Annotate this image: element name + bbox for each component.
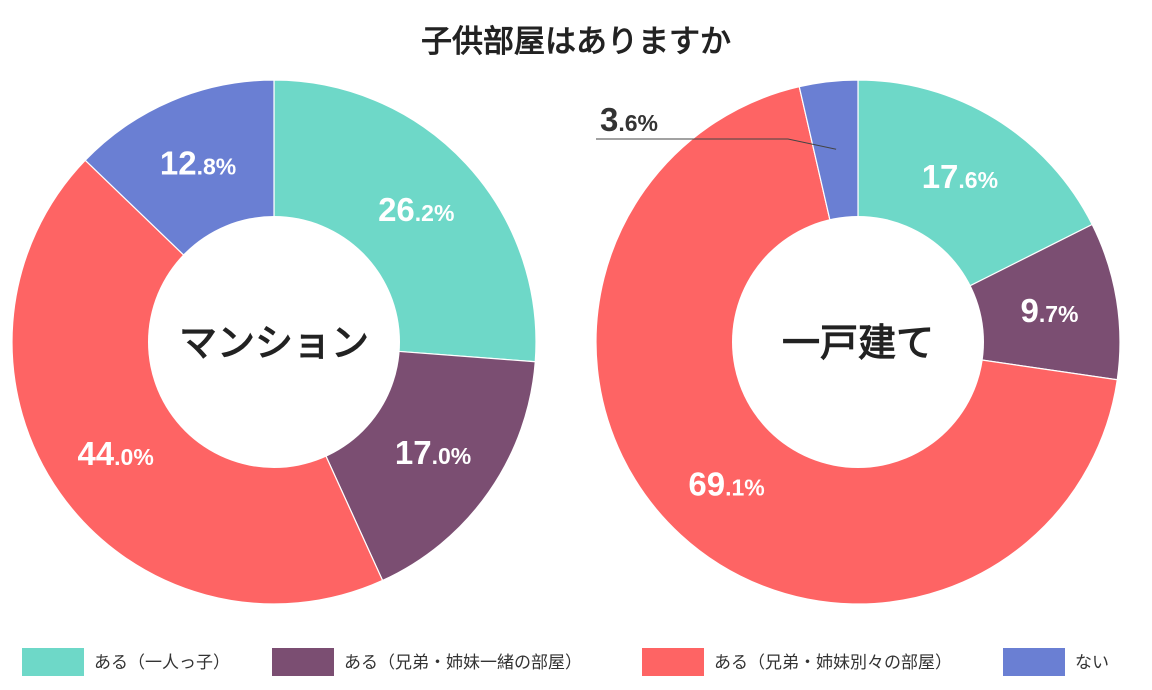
legend-swatch-alone	[22, 648, 84, 676]
donut-hole-house	[732, 216, 984, 468]
legend-item-shared: ある（兄弟・姉妹一緒の部屋）	[272, 648, 582, 676]
center-label-mansion: マンション	[179, 321, 369, 365]
legend-swatch-shared	[272, 648, 334, 676]
donut-hole-mansion	[148, 216, 400, 468]
donut-charts: マンション 26.2% 17.0% 44.0% 12.8% 一戸建て 17.6% 9.7% 69…	[11, 79, 1121, 605]
legend-item-separate: ある（兄弟・姉妹別々の部屋）	[642, 648, 952, 676]
legend-label-shared: ある（兄弟・姉妹一緒の部屋）	[344, 653, 582, 673]
data-label-mansion-alone: 26.2%	[378, 191, 454, 228]
donut-mansion: マンション 26.2% 17.0% 44.0% 12.8%	[11, 79, 537, 605]
data-label-house-shared: 9.7%	[1021, 292, 1079, 329]
data-label-mansion-shared: 17.0%	[395, 434, 471, 471]
chart-title: 子供部屋はありますか	[421, 24, 731, 60]
center-label-house: 一戸建て	[782, 321, 934, 365]
legend-label-alone: ある（一人っ子）	[94, 653, 230, 673]
legend-label-none: ない	[1075, 653, 1109, 673]
legend-item-none: ない	[1003, 648, 1109, 676]
legend-label-separate: ある（兄弟・姉妹別々の部屋）	[714, 653, 952, 673]
data-label-mansion-separate: 44.0%	[77, 435, 153, 472]
leader-line-house-none	[596, 138, 837, 150]
data-label-mansion-none: 12.8%	[160, 144, 236, 181]
data-label-house-alone: 17.6%	[922, 158, 998, 195]
donut-house: 一戸建て 17.6% 9.7% 69.1% 3.6%	[595, 79, 1121, 605]
legend-item-alone: ある（一人っ子）	[22, 648, 230, 676]
legend: ある（一人っ子） ある（兄弟・姉妹一緒の部屋） ある（兄弟・姉妹別々の部屋） ない	[22, 648, 1109, 676]
legend-swatch-none	[1003, 648, 1065, 676]
legend-swatch-separate	[642, 648, 704, 676]
data-label-house-separate: 69.1%	[688, 466, 764, 503]
data-label-house-none: 3.6%	[600, 101, 658, 138]
